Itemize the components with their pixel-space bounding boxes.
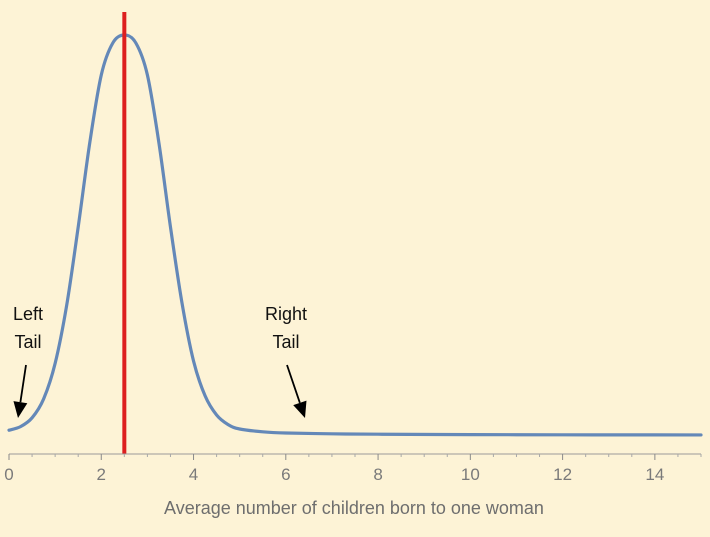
x-tick-label: 8 [373,465,382,484]
right-tail-annotation: Right Tail [265,304,307,418]
annotation-text: Tail [272,332,299,352]
x-tick-label: 0 [4,465,13,484]
annotation-text: Right [265,304,307,324]
annotation-arrow-head [13,401,28,418]
x-tick-label: 14 [645,465,664,484]
annotation-text: Left [13,304,43,324]
annotation-arrow-head [293,400,307,418]
x-tick-label: 12 [553,465,572,484]
left-tail-annotation: Left Tail [13,304,43,418]
x-axis-title: Average number of children born to one w… [164,498,544,518]
annotation-arrow-shaft [286,364,301,404]
x-tick-label: 4 [189,465,198,484]
x-tick-label: 10 [461,465,480,484]
annotation-arrow-shaft [19,364,27,403]
series-line-0 [7,33,703,437]
x-tick-label: 6 [281,465,290,484]
annotation-text: Tail [14,332,41,352]
x-tick-label: 2 [97,465,106,484]
